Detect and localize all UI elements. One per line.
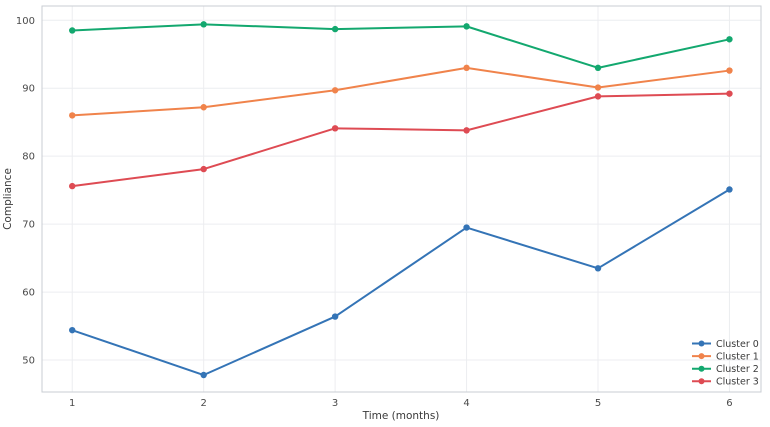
x-tick-label: 2 bbox=[200, 398, 206, 409]
data-point-marker bbox=[594, 93, 602, 100]
data-point-marker bbox=[726, 90, 733, 97]
data-point-marker bbox=[331, 25, 339, 33]
data-point-marker bbox=[463, 23, 470, 30]
legend-entry: Cluster 1 bbox=[692, 351, 759, 362]
legend-marker bbox=[698, 353, 705, 360]
y-tick-label: 80 bbox=[22, 152, 35, 163]
series-cluster-3 bbox=[69, 90, 733, 190]
legend-marker bbox=[698, 378, 705, 385]
y-tick-label: 60 bbox=[22, 288, 35, 299]
x-tick-label: 3 bbox=[332, 398, 338, 409]
data-point-marker bbox=[69, 112, 76, 119]
x-tick-label: 5 bbox=[595, 398, 601, 409]
series-line bbox=[71, 23, 731, 69]
x-tick-label: 1 bbox=[69, 398, 75, 409]
y-tick-label: 70 bbox=[22, 220, 35, 231]
data-point-marker bbox=[726, 186, 733, 193]
y-tick-labels: 50 60 70 80 90 100 bbox=[16, 16, 35, 367]
legend-label: Cluster 3 bbox=[716, 377, 759, 388]
legend-label: Cluster 2 bbox=[716, 364, 759, 375]
y-axis-label: Compliance bbox=[2, 168, 14, 230]
data-point-marker bbox=[726, 36, 733, 43]
series-cluster-0 bbox=[69, 186, 733, 379]
data-point-marker bbox=[200, 104, 207, 111]
data-point-marker bbox=[726, 67, 733, 74]
legend-entry: Cluster 2 bbox=[692, 364, 759, 375]
data-point-marker bbox=[200, 21, 207, 28]
data-point-marker bbox=[594, 84, 602, 91]
series-line bbox=[71, 92, 731, 188]
data-point-marker bbox=[331, 125, 339, 132]
data-point-marker bbox=[594, 265, 602, 272]
data-point-marker bbox=[331, 313, 339, 320]
x-axis-label: Time (months) bbox=[362, 410, 440, 422]
legend-label: Cluster 0 bbox=[716, 339, 759, 350]
legend-label: Cluster 1 bbox=[716, 351, 759, 362]
data-point-marker bbox=[200, 371, 207, 379]
legend-marker bbox=[698, 365, 705, 372]
y-tick-label: 100 bbox=[16, 16, 35, 27]
data-point-marker bbox=[200, 165, 207, 173]
y-tick-label: 90 bbox=[22, 84, 35, 95]
data-point-marker bbox=[463, 224, 470, 231]
data-point-marker bbox=[463, 127, 470, 134]
data-point-marker bbox=[463, 64, 470, 72]
data-point-marker bbox=[69, 182, 76, 190]
data-point-marker bbox=[69, 326, 76, 334]
legend-entry: Cluster 0 bbox=[692, 339, 759, 350]
x-tick-label: 4 bbox=[463, 398, 469, 409]
legend-entry: Cluster 3 bbox=[692, 377, 759, 388]
series-cluster-1 bbox=[69, 64, 733, 119]
data-point-marker bbox=[331, 87, 339, 94]
data-point-marker bbox=[594, 64, 602, 72]
x-tick-label: 6 bbox=[726, 398, 732, 409]
legend-marker bbox=[698, 340, 705, 347]
y-tick-label: 50 bbox=[22, 356, 35, 367]
x-tick-labels: 1 2 3 4 5 6 bbox=[69, 398, 733, 409]
series-cluster-2 bbox=[69, 21, 733, 72]
data-series bbox=[69, 21, 733, 379]
data-point-marker bbox=[69, 27, 76, 34]
plot-border bbox=[41, 5, 762, 393]
plot-area bbox=[42, 6, 761, 392]
series-line bbox=[71, 188, 731, 377]
series-line bbox=[71, 66, 731, 117]
